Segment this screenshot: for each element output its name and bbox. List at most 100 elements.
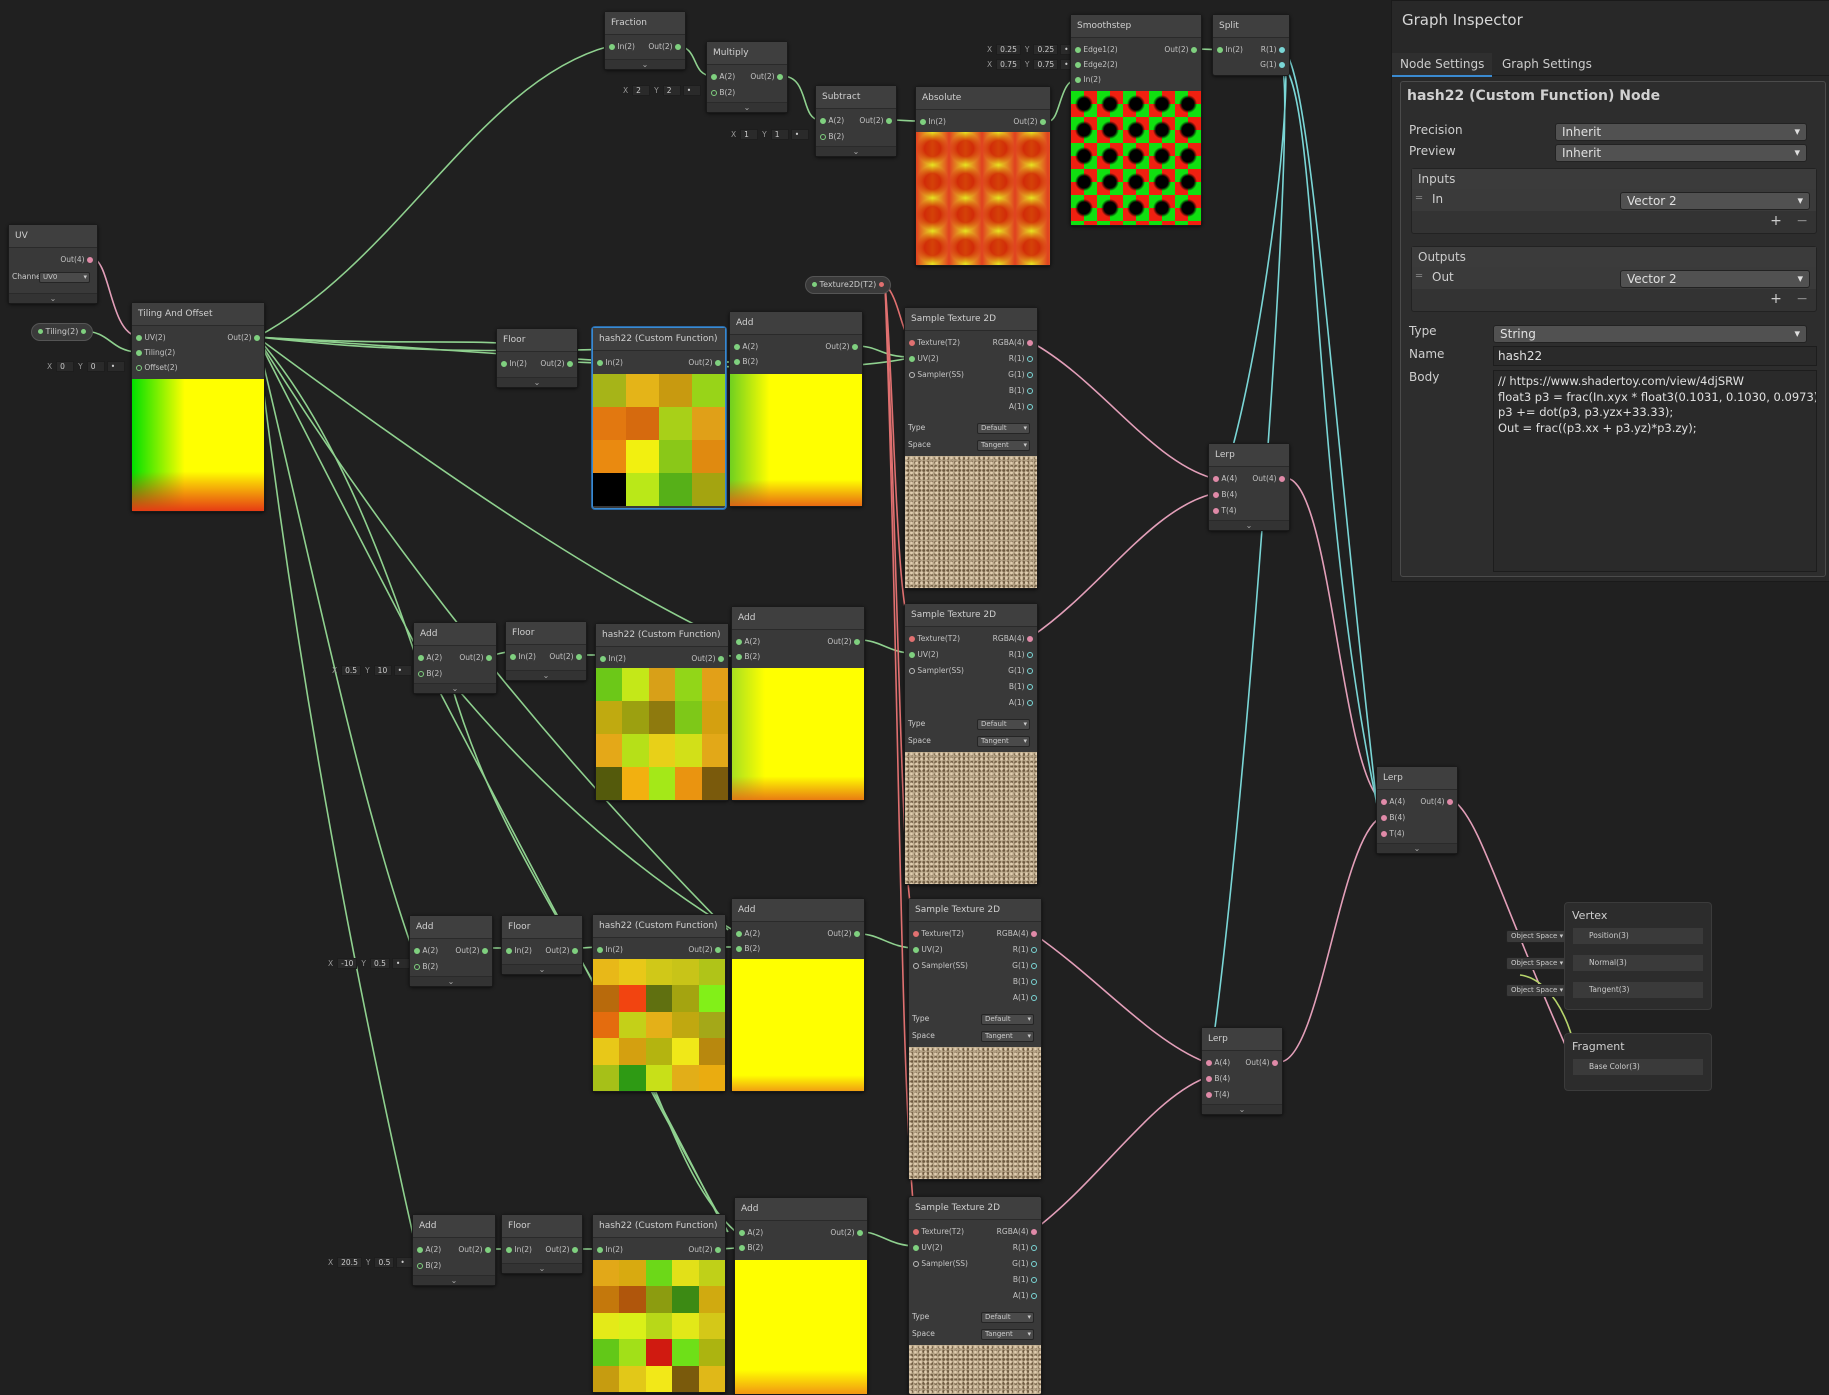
- texture-preview-2: [905, 752, 1037, 884]
- chevron-down-icon[interactable]: ⌄: [1209, 520, 1289, 530]
- lerp-node-1[interactable]: Lerp A(4) B(4) T(4) Out(4) ⌄: [1208, 443, 1290, 531]
- input-type-dropdown[interactable]: Vector 2: [1620, 192, 1810, 210]
- type-dropdown[interactable]: String: [1493, 325, 1807, 343]
- uv-node[interactable]: UV Out(4) Channel UV0 ⌄: [8, 224, 98, 304]
- hash22-node-1[interactable]: hash22 (Custom Function) In(2) Out(2): [592, 327, 726, 509]
- type-dropdown[interactable]: Default: [977, 423, 1030, 434]
- vertex-block[interactable]: Vertex Position(3) Normal(3) Tangent(3): [1564, 902, 1712, 1010]
- floor-node-1[interactable]: Floor In(2) Out(2) ⌄: [496, 328, 578, 388]
- uv-channel-dropdown[interactable]: UV0: [39, 272, 90, 283]
- tiling-and-offset-node[interactable]: Tiling And Offset UV(2) Tiling(2) Offset…: [131, 302, 265, 512]
- multiply-node[interactable]: Multiply A(2) B(2) Out(2) ⌄: [706, 41, 788, 113]
- hash22-node-3[interactable]: hash22 (Custom Function) In(2) Out(2): [592, 914, 726, 1092]
- add-offset-node-2[interactable]: Add A(2) B(2) Out(2) ⌄: [413, 622, 497, 694]
- input-row[interactable]: ═ In Vector 2: [1412, 189, 1816, 211]
- tiling-preview: [132, 379, 264, 511]
- node-title: Sample Texture 2D: [905, 308, 1037, 331]
- add-offset-node-3[interactable]: Add A(2) B(2) Out(2) ⌄: [409, 915, 493, 987]
- chevron-down-icon[interactable]: ⌄: [502, 1263, 582, 1273]
- tab-graph-settings[interactable]: Graph Settings: [1502, 57, 1592, 71]
- name-label: Name: [1409, 347, 1445, 361]
- remove-input-icon[interactable]: −: [1796, 213, 1808, 229]
- edge1-inline[interactable]: X 0.25 Y 0.25 •: [985, 44, 1079, 55]
- body-label: Body: [1409, 370, 1440, 384]
- normal-space-tag[interactable]: Object Space ▾: [1506, 957, 1569, 970]
- add-node-4[interactable]: Add A(2) B(2) Out(2): [734, 1197, 868, 1395]
- name-field[interactable]: hash22: [1493, 346, 1817, 366]
- tab-node-settings[interactable]: Node Settings: [1392, 53, 1493, 77]
- chevron-down-icon[interactable]: ⌄: [1377, 843, 1457, 853]
- node-title: Add: [410, 916, 492, 939]
- preview-dropdown[interactable]: Inherit: [1555, 144, 1807, 162]
- chevron-down-icon[interactable]: ⌄: [1202, 1104, 1282, 1114]
- lerp-node-3[interactable]: Lerp A(4) B(4) T(4) Out(4) ⌄: [1376, 766, 1458, 854]
- space-dropdown[interactable]: Tangent: [977, 736, 1030, 747]
- add-input-icon[interactable]: +: [1770, 213, 1782, 229]
- chevron-down-icon[interactable]: ⌄: [413, 1275, 495, 1285]
- type-dropdown[interactable]: Default: [981, 1312, 1034, 1323]
- chevron-down-icon[interactable]: ⌄: [410, 976, 492, 986]
- node-title: Fraction: [605, 12, 685, 35]
- fragment-block[interactable]: Fragment Base Color(3): [1564, 1033, 1712, 1091]
- hash22-node-4[interactable]: hash22 (Custom Function) In(2) Out(2): [592, 1214, 726, 1393]
- edge2-inline[interactable]: X 0.75 Y 0.75 •: [985, 59, 1079, 70]
- drag-handle-icon[interactable]: ═: [1416, 271, 1423, 282]
- remove-output-icon[interactable]: −: [1796, 291, 1808, 307]
- add4-b-inline[interactable]: X 20.5 Y 0.5 •: [326, 1257, 415, 1268]
- chevron-down-icon[interactable]: ⌄: [414, 683, 496, 693]
- type-dropdown[interactable]: Default: [981, 1014, 1034, 1025]
- output-row[interactable]: ═ Out Vector 2: [1412, 267, 1816, 289]
- chevron-down-icon[interactable]: ⌄: [497, 377, 577, 387]
- tiling-property[interactable]: Tiling(2): [31, 323, 93, 341]
- add2-b-inline[interactable]: X 0.5 Y 10 •: [330, 665, 412, 676]
- add-node-3[interactable]: Add A(2) B(2) Out(2): [731, 898, 865, 1092]
- tangent-space-tag[interactable]: Object Space ▾: [1506, 984, 1569, 997]
- hash22-node-2[interactable]: hash22 (Custom Function) In(2) Out(2): [595, 623, 729, 801]
- node-settings-panel: hash22 (Custom Function) Node Precision …: [1400, 81, 1826, 577]
- chevron-down-icon[interactable]: ⌄: [9, 293, 97, 303]
- add3-b-inline[interactable]: X -10 Y 0.5 •: [326, 958, 410, 969]
- fraction-node[interactable]: Fraction In(2) Out(2) ⌄: [604, 11, 686, 70]
- sample-texture-node-3[interactable]: Sample Texture 2D Texture(T2) UV(2) Samp…: [908, 898, 1042, 1180]
- floor-node-2[interactable]: Floor In(2) Out(2) ⌄: [505, 621, 587, 681]
- type-dropdown[interactable]: Default: [977, 719, 1030, 730]
- chevron-down-icon[interactable]: ⌄: [605, 59, 685, 69]
- body-textarea[interactable]: // https://www.shadertoy.com/view/4djSRW…: [1493, 370, 1817, 572]
- chevron-down-icon[interactable]: ⌄: [506, 670, 586, 680]
- add-preview-4: [735, 1260, 867, 1394]
- add-output-icon[interactable]: +: [1770, 291, 1782, 307]
- sample-texture-node-2[interactable]: Sample Texture 2D Texture(T2) UV(2) Samp…: [904, 603, 1038, 885]
- add-preview-2: [732, 668, 864, 800]
- output-type-dropdown[interactable]: Vector 2: [1620, 270, 1810, 288]
- texture2d-property[interactable]: Texture2D(T2): [805, 276, 891, 294]
- space-dropdown[interactable]: Tangent: [977, 440, 1030, 451]
- add-offset-node-4[interactable]: Add A(2) B(2) Out(2) ⌄: [412, 1214, 496, 1286]
- split-node[interactable]: Split In(2) R(1) G(1): [1212, 14, 1290, 76]
- drag-handle-icon[interactable]: ═: [1416, 193, 1423, 204]
- chevron-down-icon[interactable]: ⌄: [816, 146, 896, 156]
- smoothstep-node[interactable]: Smoothstep Edge1(2) Edge2(2) In(2) Out(2…: [1070, 14, 1202, 226]
- outputs-list: Outputs ═ Out Vector 2 + −: [1411, 246, 1817, 312]
- node-title: Split: [1213, 15, 1289, 38]
- sample-texture-node-1[interactable]: Sample Texture 2D Texture(T2) UV(2) Samp…: [904, 307, 1038, 589]
- add-node-1[interactable]: Add A(2) B(2) Out(2): [729, 311, 863, 507]
- node-title: Floor: [502, 916, 582, 939]
- space-dropdown[interactable]: Tangent: [981, 1031, 1034, 1042]
- absolute-node[interactable]: Absolute In(2) Out(2): [915, 86, 1051, 266]
- chevron-down-icon[interactable]: ⌄: [707, 102, 787, 112]
- lerp-node-2[interactable]: Lerp A(4) B(4) T(4) Out(4) ⌄: [1201, 1027, 1283, 1115]
- sample-texture-node-4[interactable]: Sample Texture 2D Texture(T2) UV(2) Samp…: [908, 1196, 1042, 1395]
- node-title: Lerp: [1209, 444, 1289, 467]
- position-space-tag[interactable]: Object Space ▾: [1506, 930, 1569, 943]
- chevron-down-icon[interactable]: ⌄: [502, 964, 582, 974]
- space-dropdown[interactable]: Tangent: [981, 1329, 1034, 1340]
- node-title: Smoothstep: [1071, 15, 1201, 38]
- floor-node-3[interactable]: Floor In(2) Out(2) ⌄: [501, 915, 583, 975]
- floor-node-4[interactable]: Floor In(2) Out(2) ⌄: [501, 1214, 583, 1274]
- add-node-2[interactable]: Add A(2) B(2) Out(2): [731, 606, 865, 801]
- subtract-node[interactable]: Subtract A(2) B(2) Out(2) ⌄: [815, 85, 897, 157]
- precision-dropdown[interactable]: Inherit: [1555, 123, 1807, 141]
